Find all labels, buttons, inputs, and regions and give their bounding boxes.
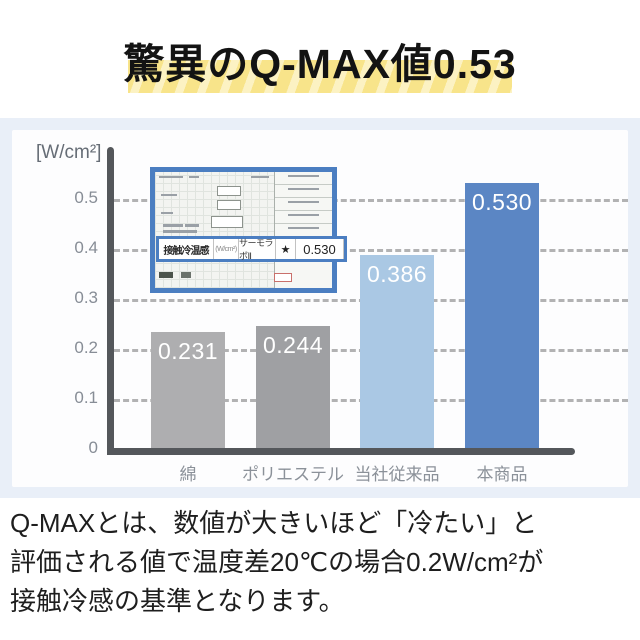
report-side-row xyxy=(275,175,332,185)
y-axis xyxy=(107,147,114,455)
xlabel-polyester: ポリエステル xyxy=(242,465,344,484)
bar-cotton: 0.231 xyxy=(151,332,225,448)
bar-this-product: 0.530 xyxy=(465,183,539,448)
bar-value-polyester: 0.244 xyxy=(262,332,324,358)
report-side-row xyxy=(275,214,332,224)
ytick-0-4: 0.4 xyxy=(74,238,98,257)
report-label-box xyxy=(211,216,243,228)
ytick-0-5: 0.5 xyxy=(74,188,98,207)
xlabel-conventional: 当社従来品 xyxy=(354,465,440,484)
report-text-line xyxy=(161,194,177,196)
report-stamp-dark xyxy=(159,272,173,278)
report-side-row xyxy=(275,201,332,211)
footnote-line-3: 接触冷感の基準となります。 xyxy=(10,586,345,616)
report-stamp-dark xyxy=(181,272,191,278)
report-side-row xyxy=(275,188,332,198)
report-text-line xyxy=(251,176,269,178)
report-text-line xyxy=(161,212,173,214)
bar-polyester: 0.244 xyxy=(256,326,330,448)
bar-value-conventional: 0.386 xyxy=(366,261,428,287)
callout-star-icon: ★ xyxy=(276,239,296,259)
callout-instrument: サーモラボⅡ xyxy=(239,238,276,261)
callout-unit: (W/cm²) xyxy=(214,239,239,259)
ytick-0-3: 0.3 xyxy=(74,288,98,307)
callout-test-name: 接触冷温感 xyxy=(159,239,214,259)
y-axis-unit-label: [W/cm²] xyxy=(36,142,102,163)
report-text-block xyxy=(163,230,197,233)
bar-value-this-product: 0.530 xyxy=(471,189,533,215)
test-report-thumbnail xyxy=(150,167,337,293)
title-highlight-band xyxy=(128,60,512,93)
report-label-box xyxy=(217,200,241,210)
report-text-block xyxy=(185,224,199,227)
report-text-line xyxy=(189,176,199,178)
report-stamp-red xyxy=(274,273,292,282)
report-side-column xyxy=(274,172,332,288)
report-text-line xyxy=(159,176,183,178)
footnote-line-1: Q-MAXとは、数値が大きいほど「冷たい」と xyxy=(10,508,538,538)
ytick-0-2: 0.2 xyxy=(74,338,98,357)
qmax-result-callout: 接触冷温感 (W/cm²) サーモラボⅡ ★ 0.530 xyxy=(156,236,347,262)
page-title: 驚異のQ-MAX値0.53 xyxy=(123,41,517,87)
x-axis xyxy=(107,448,575,455)
footnote: Q-MAXとは、数値が大きいほど「冷たい」と 評価される値で温度差20℃の場合0… xyxy=(10,504,636,621)
gridline-0-5 xyxy=(114,199,628,202)
footnote-line-2: 評価される値で温度差20℃の場合0.2W/cm²が xyxy=(10,547,544,577)
xlabel-cotton: 綿 xyxy=(179,465,197,484)
callout-value: 0.530 xyxy=(296,239,344,259)
report-text-block xyxy=(163,224,183,227)
bar-conventional: 0.386 xyxy=(360,255,434,448)
xlabel-this-product: 本商品 xyxy=(476,465,528,484)
gridline-0-4 xyxy=(114,249,628,252)
ytick-0-1: 0.1 xyxy=(74,388,98,407)
report-label-box xyxy=(217,186,241,196)
ytick-0: 0 xyxy=(88,438,98,457)
bar-value-cotton: 0.231 xyxy=(157,338,219,364)
